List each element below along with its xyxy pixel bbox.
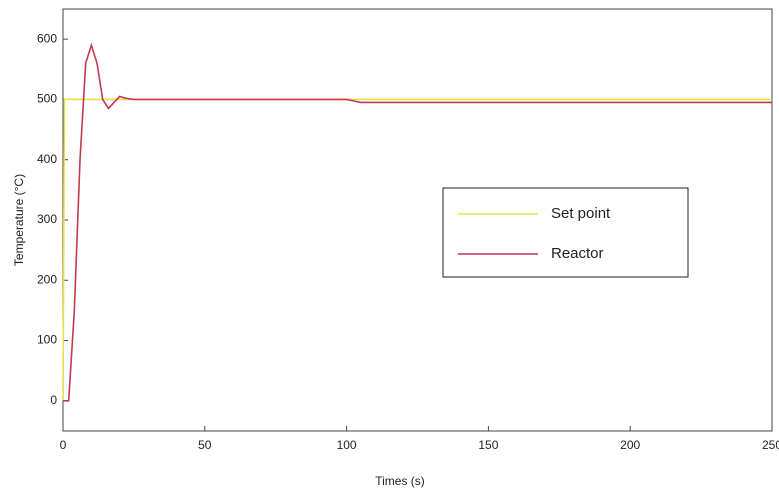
x-tick-label: 50: [198, 438, 212, 452]
legend-box: [442, 187, 689, 278]
x-axis-label: Times (s): [375, 474, 425, 488]
x-tick-label: 150: [478, 438, 498, 452]
y-tick-label: 0: [50, 393, 57, 407]
y-axis-label: Temperature (°C): [12, 174, 26, 266]
series-line: [63, 42, 772, 402]
x-tick-label: 0: [60, 438, 67, 452]
x-tick-label: 200: [620, 438, 640, 452]
x-tick-label: 250: [762, 438, 779, 452]
y-tick-label: 100: [37, 333, 57, 347]
y-tick-label: 300: [37, 212, 57, 226]
y-tick-label: 500: [37, 92, 57, 106]
y-tick-label: 200: [37, 272, 57, 286]
y-tick-label: 400: [37, 152, 57, 166]
y-tick-label: 600: [37, 31, 57, 45]
legend-label: Reactor: [551, 245, 604, 262]
legend-label: Set point: [551, 205, 611, 222]
x-tick-label: 100: [337, 438, 357, 452]
series-line: [62, 98, 772, 401]
